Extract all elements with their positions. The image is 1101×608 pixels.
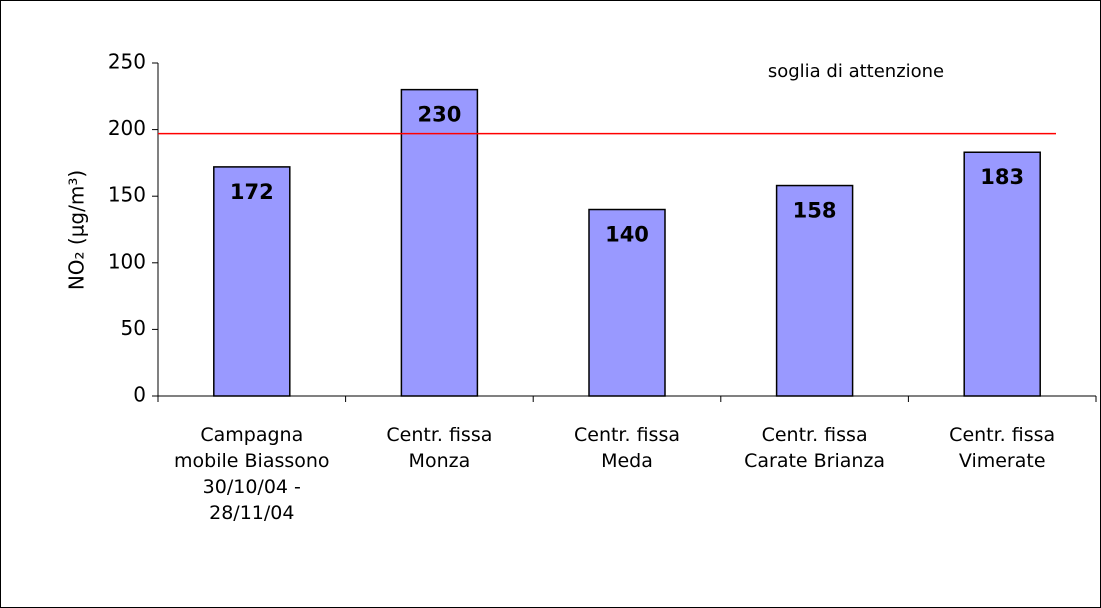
- y-tick-label: 100: [108, 249, 146, 273]
- value-label: 158: [793, 199, 837, 223]
- y-tick-label: 50: [121, 316, 146, 340]
- x-tick-label: Centr. fissa Meda: [573, 424, 680, 472]
- x-tick-label: Centr. fissa Monza: [386, 424, 493, 472]
- value-label: 140: [605, 223, 649, 247]
- value-label: 230: [417, 103, 461, 127]
- bar: [963, 151, 1041, 397]
- threshold-label: soglia di attenzione: [768, 61, 944, 82]
- value-label: 172: [230, 180, 274, 204]
- x-tick-label: Centr. fissa Vimerate: [949, 424, 1056, 472]
- bar: [588, 208, 666, 397]
- x-tick-label: Campagna mobile Biassono 30/10/04 - 28/1…: [174, 424, 330, 524]
- value-label: 183: [980, 165, 1024, 189]
- y-axis-label: NO₂ (µg/m³): [65, 170, 89, 290]
- y-tick-label: 150: [108, 183, 146, 207]
- y-tick-label: 200: [108, 116, 146, 140]
- bar: [400, 88, 479, 397]
- y-tick-label: 0: [133, 383, 146, 407]
- bar: [775, 184, 854, 397]
- x-tick-label: Centr. fissa Carate Brianza: [744, 424, 886, 472]
- y-tick-label: 250: [108, 50, 146, 74]
